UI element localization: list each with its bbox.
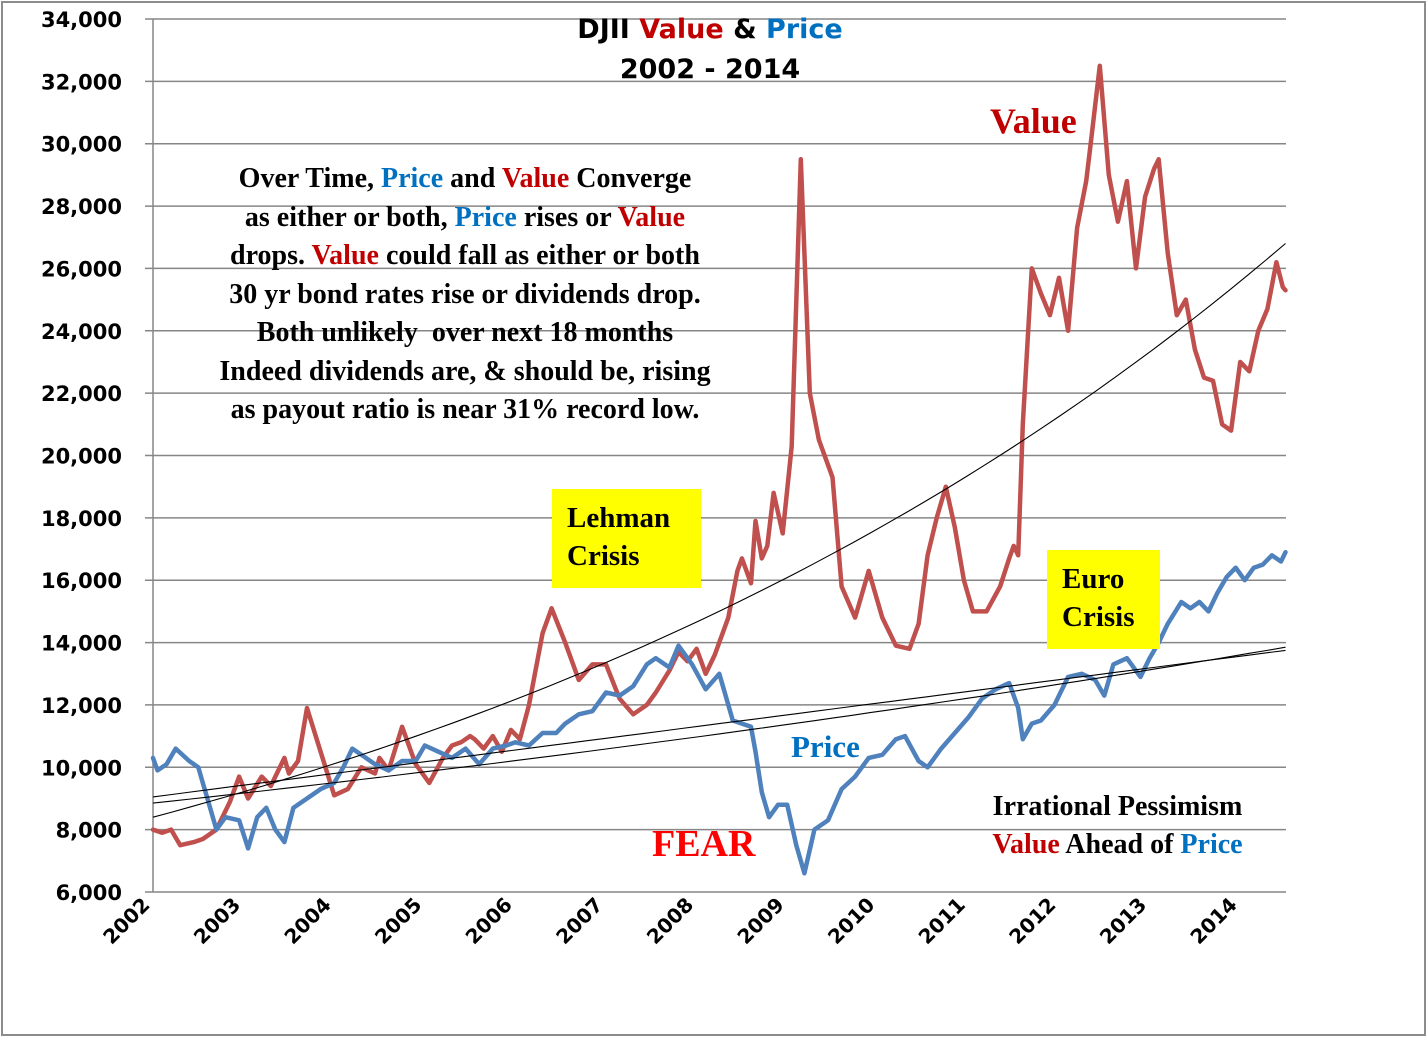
y-tick-label: 8,000 xyxy=(56,819,122,843)
pessimism-value: Value xyxy=(992,829,1060,860)
title-line-1: DJII Value & Price xyxy=(540,10,880,50)
x-tick-label: 2014 xyxy=(1185,893,1241,949)
lehman-line-1: Lehman xyxy=(567,502,671,534)
y-tick-label: 14,000 xyxy=(41,632,122,656)
note-text: rises or xyxy=(516,201,618,233)
note-line: Both unlikely over next 18 months xyxy=(160,314,770,353)
x-tick-label: 2013 xyxy=(1095,893,1151,949)
fear-label: FEAR xyxy=(652,823,756,865)
euro-line-2: Crisis xyxy=(1062,601,1135,633)
chart-title: DJII Value & Price 2002 - 2014 xyxy=(540,10,880,90)
pessimism-price: Price xyxy=(1180,829,1243,860)
title-part-amp: & xyxy=(723,14,767,45)
note-text: 30 yr bond rates rise or dividends drop. xyxy=(229,278,701,310)
y-tick-label: 16,000 xyxy=(41,569,122,593)
y-tick-label: 32,000 xyxy=(41,70,122,94)
y-tick-label: 24,000 xyxy=(41,320,122,344)
y-tick-label: 6,000 xyxy=(56,881,122,905)
y-tick-label: 22,000 xyxy=(41,382,122,406)
pessimism-note: Irrational Pessimism Value Ahead of Pric… xyxy=(940,788,1295,864)
y-tick-label: 10,000 xyxy=(41,756,122,780)
y-tick-label: 20,000 xyxy=(41,445,122,469)
pessimism-line-2: Value Ahead of Price xyxy=(940,826,1295,864)
x-tick-label: 2007 xyxy=(551,893,607,949)
note-line: Over Time, Price and Value Converge xyxy=(160,160,770,199)
trendline-price-linear xyxy=(152,649,1286,798)
gridlines xyxy=(145,18,1286,831)
note-text: Both unlikely over next 18 months xyxy=(256,317,674,348)
lehman-line-2: Crisis xyxy=(567,540,640,572)
y-tick-label: 28,000 xyxy=(41,195,122,219)
x-tick-label: 2011 xyxy=(914,893,970,949)
note-text: drops. xyxy=(230,240,312,271)
lehman-crisis-box: Lehman Crisis xyxy=(552,489,701,588)
y-axis-ticks: 6,000 8,000 10,000 12,000 14,000 16,000 18,000… xyxy=(41,8,122,905)
x-tick-label: 2012 xyxy=(1004,893,1060,949)
axes xyxy=(145,19,1286,893)
note-line: as payout ratio is near 31% record low. xyxy=(160,391,770,430)
euro-line-1: Euro xyxy=(1062,563,1125,595)
x-tick-label: 2003 xyxy=(189,893,245,949)
price-series-label: Price xyxy=(791,729,860,764)
series-price-line xyxy=(150,549,1288,876)
x-tick-label: 2004 xyxy=(279,893,335,949)
y-tick-label: 34,000 xyxy=(41,8,122,32)
note-line: as either or both, Price rises or Value xyxy=(160,199,770,238)
value-series-label: Value xyxy=(990,101,1077,141)
note-line: 30 yr bond rates rise or dividends drop. xyxy=(160,276,770,315)
y-tick-label: 18,000 xyxy=(41,507,122,531)
note-text: Indeed dividends are, & should be, risin… xyxy=(219,355,711,387)
y-tick-label: 12,000 xyxy=(41,694,122,718)
note-text: and xyxy=(443,163,502,194)
trendlines xyxy=(152,243,1286,818)
note-text: as payout ratio is near 31% record low. xyxy=(230,394,700,425)
convergence-note: Over Time, Price and Value Converge as ei… xyxy=(160,160,770,430)
x-tick-label: 2009 xyxy=(732,893,788,949)
x-tick-label: 2005 xyxy=(370,893,426,949)
title-line-2: 2002 - 2014 xyxy=(619,54,801,85)
pessimism-mid: Ahead of xyxy=(1059,829,1181,860)
note-text: as either or both, xyxy=(244,201,455,233)
y-tick-label: 26,000 xyxy=(41,257,122,281)
title-part-value: Value xyxy=(639,14,724,45)
note-line: Indeed dividends are, & should be, risin… xyxy=(160,353,770,392)
euro-crisis-box: Euro Crisis xyxy=(1047,550,1160,649)
y-tick-label: 30,000 xyxy=(41,133,122,157)
title-part-price: Price xyxy=(766,14,843,45)
note-text: Converge xyxy=(569,163,692,194)
note-highlight: Value xyxy=(617,201,686,233)
x-axis-ticks: 2002 2003 2004 2005 2006 2007 2008 2009 2010 2011… xyxy=(98,893,1242,949)
note-highlight: Price xyxy=(454,201,517,233)
note-highlight: Value xyxy=(311,240,379,271)
note-text: could fall as either or both xyxy=(378,240,700,271)
x-tick-label: 2006 xyxy=(461,893,517,949)
x-tick-label: 2010 xyxy=(823,893,879,949)
trendline-price-exponential xyxy=(152,646,1286,804)
note-highlight: Value xyxy=(501,163,570,194)
note-line: drops. Value could fall as either or bot… xyxy=(160,237,770,276)
pessimism-line-1: Irrational Pessimism xyxy=(992,791,1243,822)
note-highlight: Price xyxy=(381,163,444,194)
title-part-djii: DJII xyxy=(577,14,640,45)
note-text: Over Time, xyxy=(238,163,381,194)
trendline-value-exponential xyxy=(152,243,1286,818)
x-tick-label: 2008 xyxy=(642,893,698,949)
